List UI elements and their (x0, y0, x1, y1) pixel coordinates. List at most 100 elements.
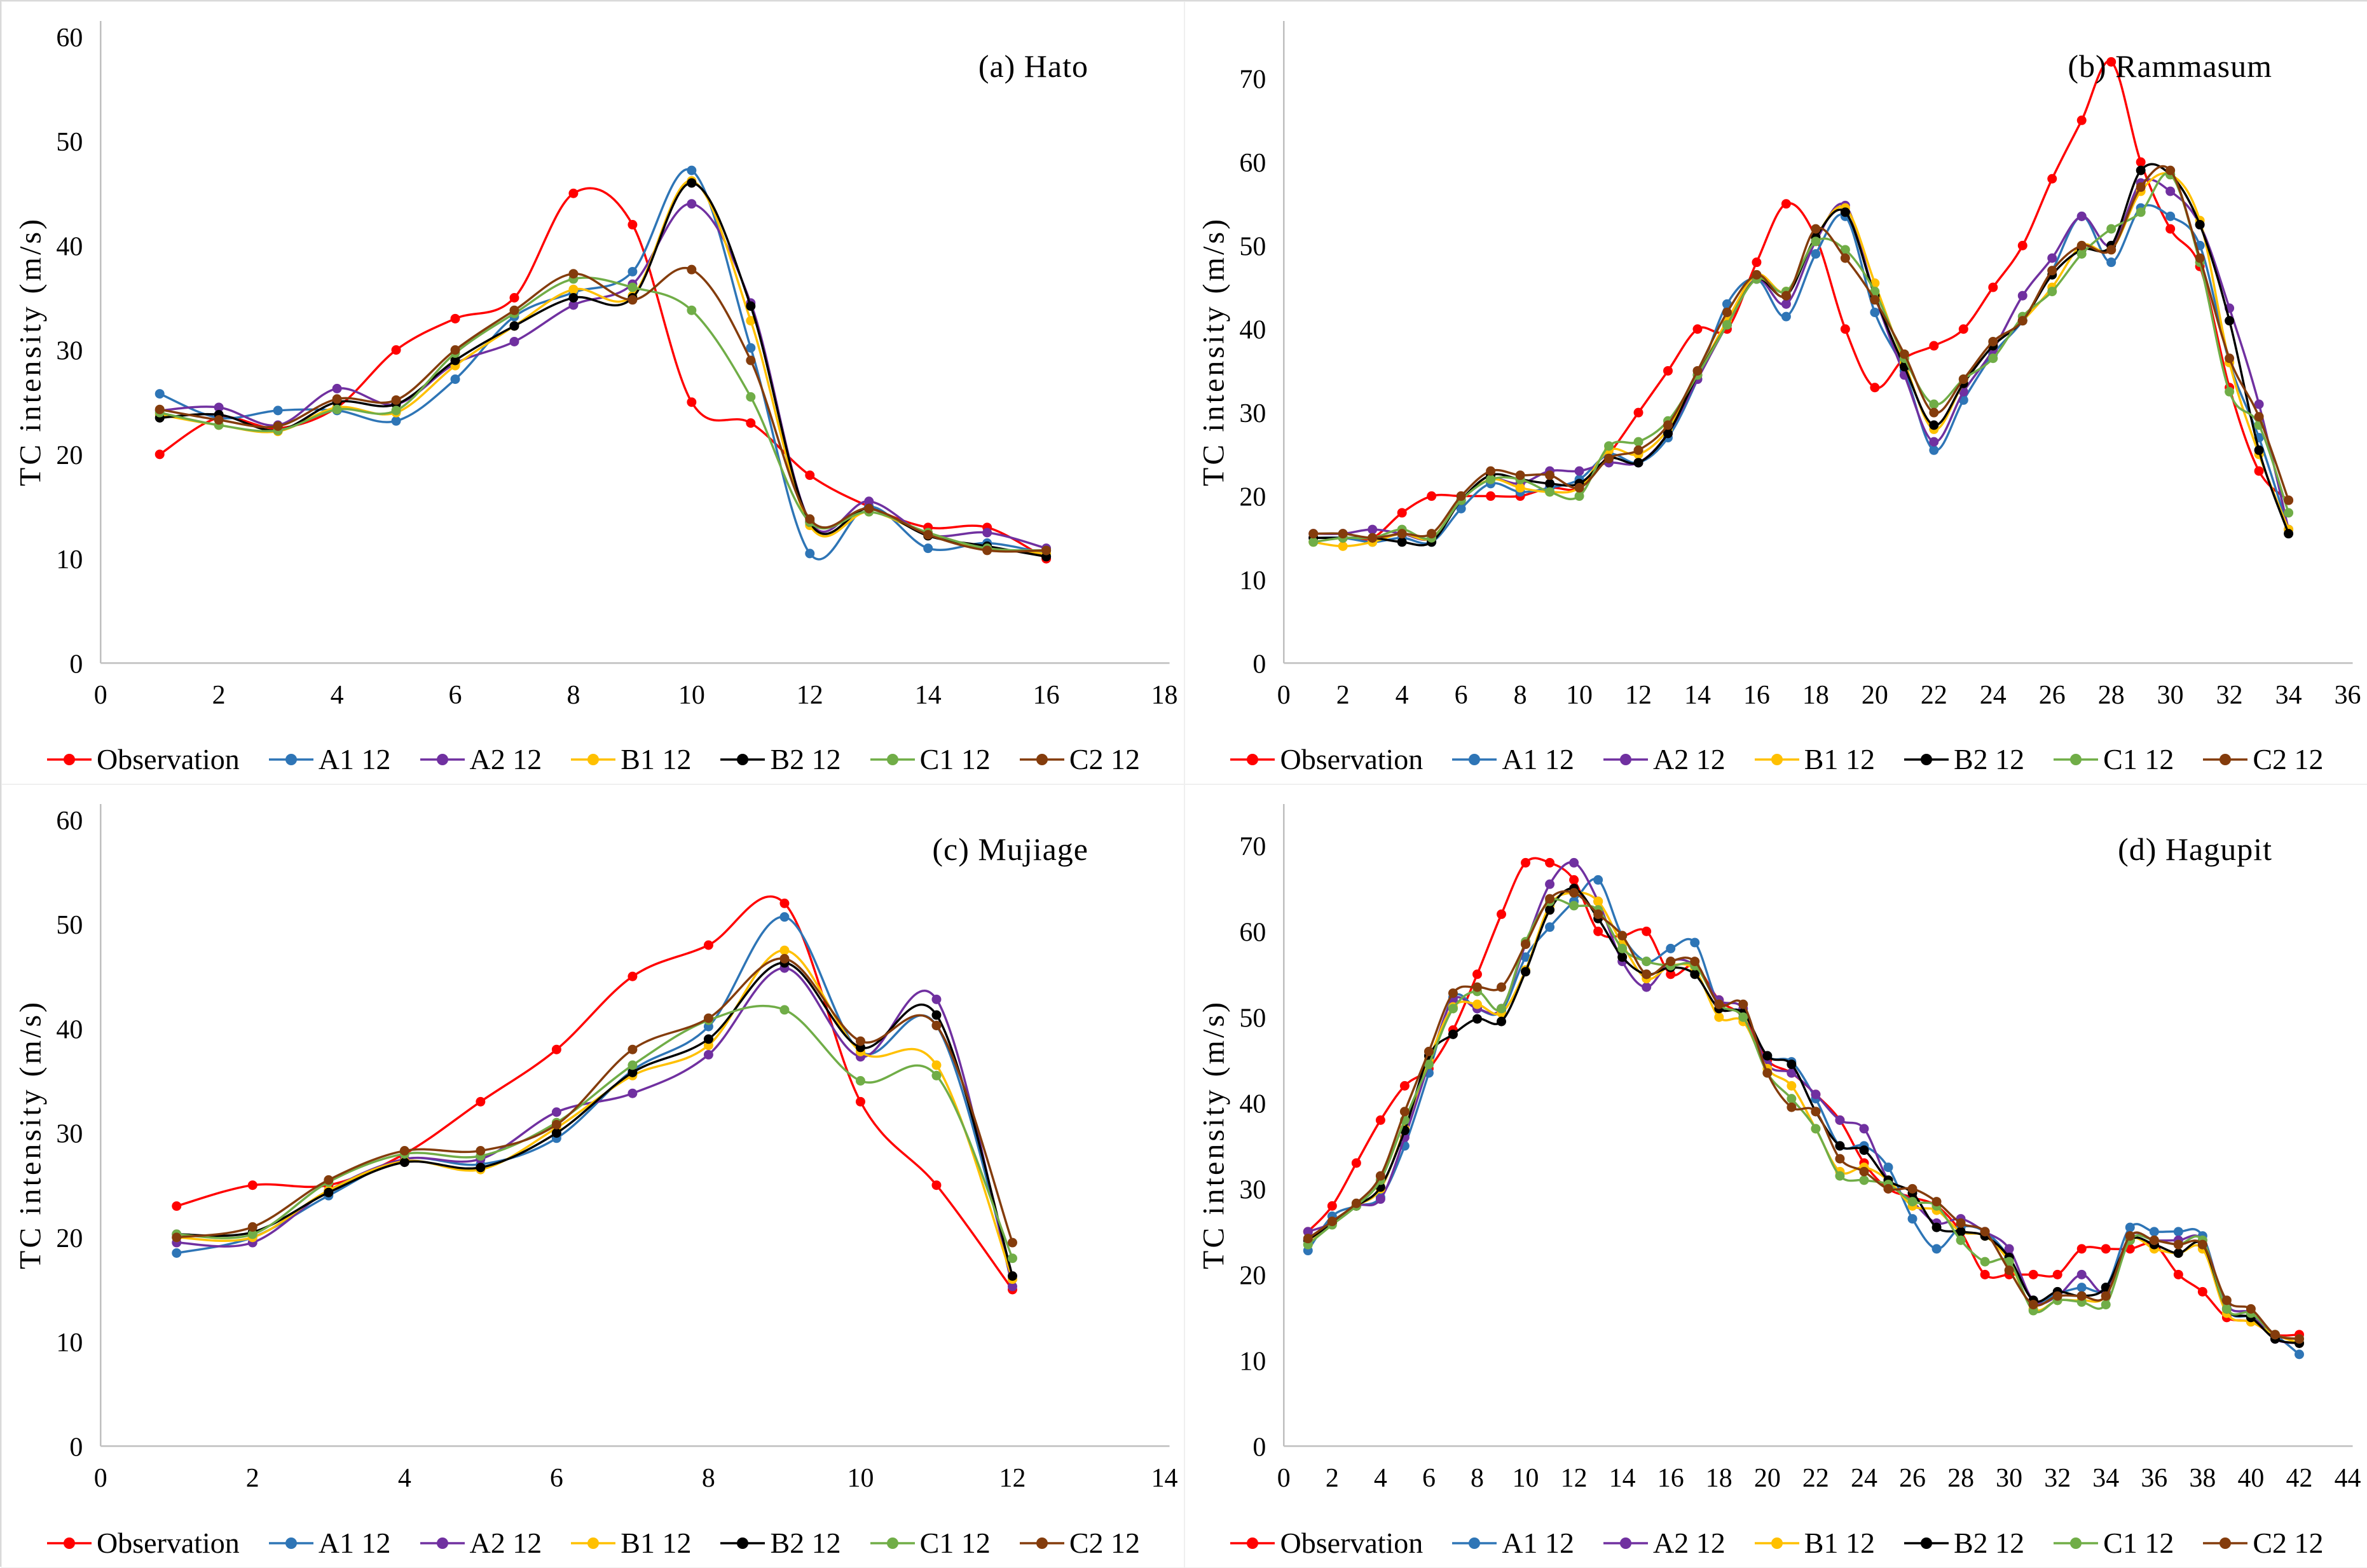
data-point (1956, 1235, 1966, 1245)
x-tick-label: 12 (797, 681, 823, 710)
data-point (1633, 407, 1643, 418)
legend: Observation A1 12 A2 12 B1 12 B2 12 C1 12 C2 1… (1185, 742, 2367, 776)
series-line-c2-12 (1307, 890, 2300, 1340)
y-tick-label: 20 (1239, 1261, 1266, 1290)
series-line-a2-12 (1307, 861, 2300, 1345)
data-point (1907, 1214, 1918, 1224)
data-point (324, 1187, 334, 1197)
series-line-b2-12 (1313, 163, 2290, 547)
data-point (1859, 1166, 1869, 1176)
x-tick-label: 20 (1862, 681, 1888, 710)
data-point (2284, 508, 2294, 518)
data-point (2225, 353, 2235, 364)
legend-item-a2-12: A2 12 (419, 742, 542, 776)
data-point (1762, 1051, 1773, 1061)
x-tick-label: 0 (1277, 681, 1291, 710)
x-tick-label: 38 (2189, 1464, 2216, 1493)
panel-title: (a) Hato (978, 48, 1088, 84)
data-point (1545, 857, 1555, 868)
data-point (1593, 896, 1603, 906)
data-point (2076, 1244, 2087, 1254)
x-tick-label: 36 (2141, 1464, 2167, 1493)
data-point (1907, 1197, 1918, 1207)
data-point (2017, 316, 2027, 326)
data-point (2173, 1269, 2183, 1279)
legend-marker-icon (720, 753, 765, 765)
data-point (1663, 420, 1673, 430)
legend-label: B2 12 (1953, 1527, 2025, 1559)
data-point (1988, 353, 1998, 364)
data-point (2254, 466, 2264, 476)
series-line-b2-12 (176, 962, 1014, 1277)
data-point (1574, 491, 1584, 501)
x-tick-label: 2 (212, 681, 226, 710)
y-axis-label: TC intensity (m/s) (13, 217, 48, 486)
x-tick-label: 22 (1802, 1464, 1829, 1493)
panel-d-hagupit: 0 10 20 30 40 50 60 70 0 2 4 6 8 10 12 14 16 18 20 22 24 26 28… (1184, 784, 2367, 1568)
series-line-b1-12 (1307, 891, 2300, 1345)
data-point (1545, 894, 1555, 904)
y-tick-label: 40 (56, 232, 83, 261)
y-tick-label: 20 (56, 1224, 83, 1253)
legend-label: B2 12 (770, 743, 841, 775)
legend-label: C1 12 (2103, 743, 2174, 775)
data-point (1574, 482, 1584, 493)
x-tick-label: 30 (1996, 1464, 2022, 1493)
data-point (1931, 1222, 1942, 1232)
data-point (1859, 1175, 1869, 1185)
data-point (1929, 445, 1939, 455)
data-point (247, 1229, 257, 1239)
data-point (1497, 1016, 1507, 1026)
x-tick-label: 8 (1514, 681, 1527, 710)
legend-marker-icon (571, 1537, 616, 1549)
data-point (1375, 1194, 1385, 1204)
data-point (2125, 1231, 2135, 1241)
data-point (931, 1010, 942, 1020)
series-line-c1-12 (159, 276, 1046, 552)
x-tick-label: 8 (702, 1464, 715, 1493)
y-tick-label: 0 (69, 650, 83, 679)
x-tick-label: 12 (1561, 1464, 1588, 1493)
legend-marker-icon (1904, 1537, 1949, 1549)
data-point (2076, 1269, 2087, 1279)
data-point (1375, 1115, 1385, 1125)
y-tick-label: 30 (56, 337, 83, 366)
data-point (2149, 1235, 2159, 1245)
x-tick-label: 14 (1151, 1464, 1178, 1493)
data-point (1958, 374, 1968, 385)
legend-item-observation: Observation (46, 742, 240, 776)
legend-label: B1 12 (621, 1527, 692, 1559)
data-point (2254, 412, 2264, 422)
x-tick-label: 0 (1277, 1464, 1291, 1493)
y-tick-label: 10 (1239, 1347, 1266, 1376)
data-point (2106, 57, 2117, 67)
series-line-a2-12 (1313, 178, 2290, 541)
data-point (1472, 1014, 1482, 1024)
y-tick-label: 30 (56, 1120, 83, 1149)
legend-label: C1 12 (919, 743, 991, 775)
data-point (2076, 211, 2087, 221)
data-point (628, 295, 638, 305)
data-point (1835, 1141, 1845, 1151)
data-point (1327, 1201, 1337, 1211)
data-point (2125, 1222, 2135, 1232)
data-point (1692, 365, 1703, 376)
data-point (855, 1096, 865, 1107)
data-point (1351, 1198, 1361, 1208)
data-point (2017, 240, 2027, 250)
data-point (1633, 445, 1643, 455)
x-tick-label: 16 (1743, 681, 1770, 710)
data-point (2195, 220, 2205, 230)
data-point (551, 1044, 561, 1054)
x-tick-label: 14 (915, 681, 942, 710)
data-point (2294, 1334, 2304, 1344)
data-point (2149, 1227, 2159, 1237)
data-point (1303, 1234, 1313, 1244)
data-point (2076, 115, 2087, 125)
data-point (1956, 1218, 1966, 1228)
data-point (450, 374, 460, 385)
data-point (509, 305, 519, 315)
data-point (2106, 245, 2117, 255)
data-point (1397, 508, 1407, 518)
